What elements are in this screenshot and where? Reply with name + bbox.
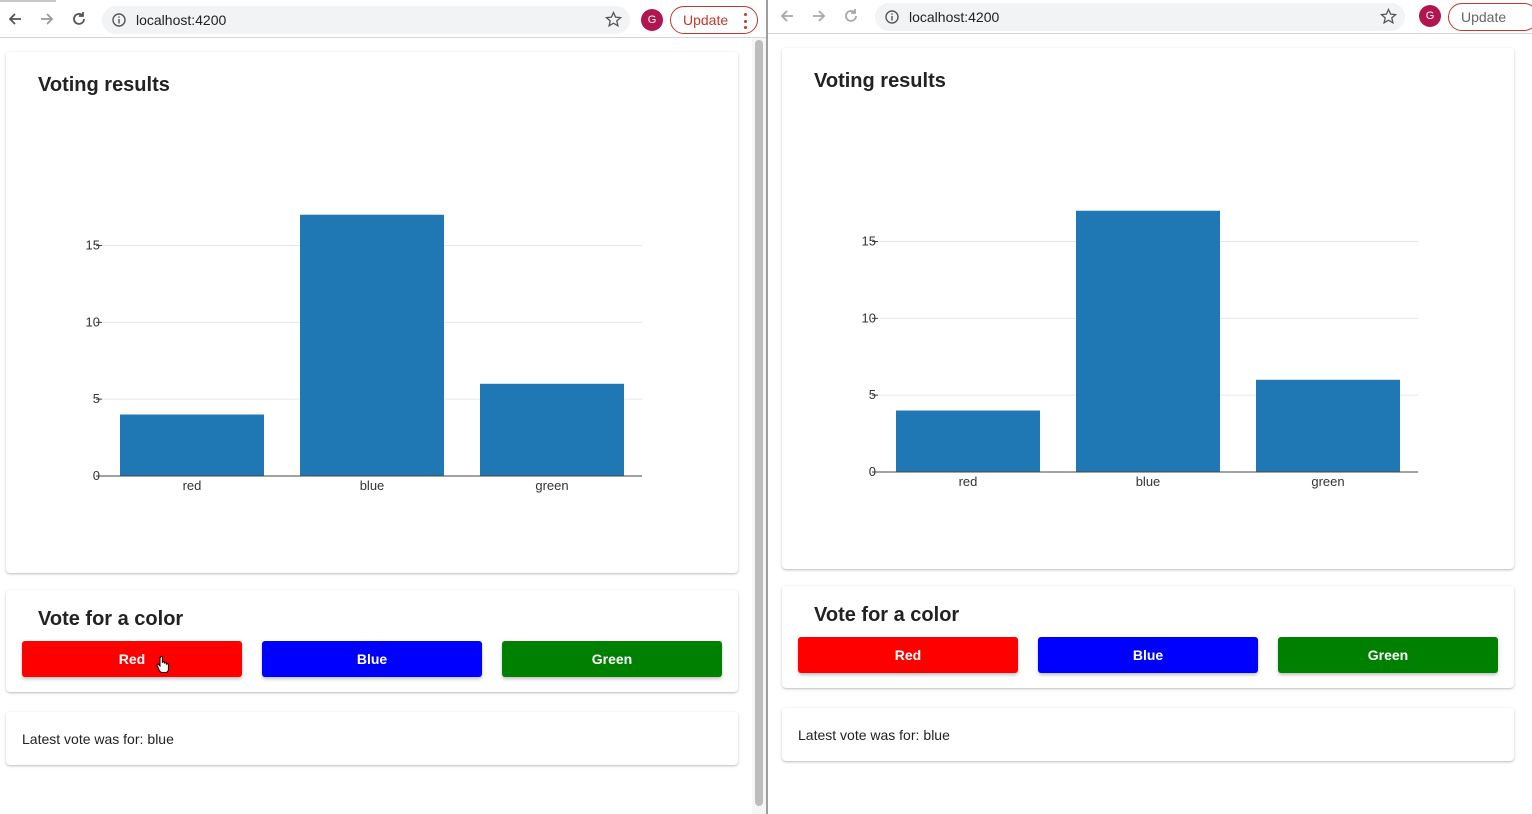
browser-toolbar: localhost:4200 G Update — [0, 0, 766, 38]
reload-icon[interactable] — [840, 5, 862, 27]
y-tick-label: 10 — [86, 314, 100, 329]
vote-card: Vote for a color Red Blue Green — [6, 590, 738, 692]
latest-vote-text: Latest vote was for: blue — [22, 731, 178, 747]
latest-vote-value: blue — [923, 727, 950, 743]
browser-window-left: localhost:4200 G Update Voting results 0… — [0, 0, 766, 814]
vote-red-button[interactable]: Red — [22, 641, 242, 677]
update-button[interactable]: Update — [670, 6, 758, 34]
url-text: localhost:4200 — [909, 9, 1000, 25]
bar-green — [480, 383, 624, 476]
vote-blue-button[interactable]: Blue — [262, 641, 482, 677]
latest-vote-card: Latest vote was for: blue — [6, 712, 738, 765]
x-tick-label: green — [1311, 474, 1344, 489]
back-icon[interactable] — [4, 8, 26, 30]
back-icon[interactable] — [776, 5, 798, 27]
vote-green-button[interactable]: Green — [502, 641, 722, 677]
y-tick-label: 0 — [93, 468, 100, 483]
x-tick-label: blue — [360, 478, 385, 493]
results-title: Voting results — [38, 74, 170, 96]
menu-dots-icon — [744, 13, 747, 29]
vote-title: Vote for a color — [38, 608, 184, 630]
profile-avatar[interactable]: G — [641, 9, 663, 31]
tab-indicator — [0, 0, 56, 2]
url-text: localhost:4200 — [136, 12, 227, 28]
update-label: Update — [1461, 9, 1507, 25]
y-tick-label: 15 — [86, 237, 100, 252]
page-scrollbar[interactable] — [752, 38, 766, 814]
bar-red — [896, 410, 1040, 472]
latest-vote-prefix: Latest vote was for: — [22, 731, 144, 747]
y-tick-label: 0 — [869, 464, 876, 479]
address-bar[interactable]: localhost:4200 — [875, 3, 1405, 31]
vote-title: Vote for a color — [814, 604, 960, 626]
latest-vote-card: Latest vote was for: blue — [782, 708, 1514, 761]
y-tick-label: 10 — [862, 310, 876, 325]
profile-avatar[interactable]: G — [1419, 5, 1441, 27]
vote-blue-button[interactable]: Blue — [1038, 637, 1258, 673]
x-tick-label: red — [959, 474, 978, 489]
latest-vote-text: Latest vote was for: blue — [798, 727, 954, 743]
y-tick-label: 15 — [862, 233, 876, 248]
scrollbar-thumb[interactable] — [755, 40, 763, 806]
hand-cursor-icon — [156, 655, 170, 679]
reload-icon[interactable] — [68, 8, 90, 30]
y-tick-label: 5 — [93, 391, 100, 406]
bookmark-star-icon[interactable] — [1379, 7, 1398, 30]
update-button[interactable]: Update — [1448, 3, 1532, 31]
window-divider — [766, 0, 768, 814]
forward-icon[interactable] — [36, 8, 58, 30]
browser-toolbar: localhost:4200 G Update — [768, 0, 1532, 34]
vote-green-button[interactable]: Green — [1278, 637, 1498, 673]
vote-card: Vote for a color Red Blue Green — [782, 586, 1514, 688]
bar-red — [120, 414, 264, 476]
bar-blue — [1076, 210, 1220, 472]
update-label: Update — [683, 12, 729, 28]
bar-blue — [300, 214, 444, 476]
latest-vote-value: blue — [147, 731, 174, 747]
info-icon[interactable] — [885, 10, 899, 29]
x-tick-label: blue — [1136, 474, 1161, 489]
bar-green — [1256, 379, 1400, 472]
x-tick-label: green — [535, 478, 568, 493]
vote-red-button[interactable]: Red — [798, 637, 1018, 673]
results-title: Voting results — [814, 70, 946, 92]
vote-bar-chart: 0 5 10 15 red blue green — [862, 210, 1418, 489]
bookmark-star-icon[interactable] — [604, 10, 623, 33]
forward-icon[interactable] — [808, 5, 830, 27]
latest-vote-prefix: Latest vote was for: — [798, 727, 920, 743]
y-tick-label: 5 — [869, 387, 876, 402]
vote-bar-chart: 0 5 10 15 red blue green — [86, 214, 642, 493]
browser-window-right: localhost:4200 G Update Voting results 0… — [768, 0, 1532, 814]
x-tick-label: red — [183, 478, 202, 493]
info-icon[interactable] — [112, 13, 126, 32]
address-bar[interactable]: localhost:4200 — [102, 6, 630, 34]
